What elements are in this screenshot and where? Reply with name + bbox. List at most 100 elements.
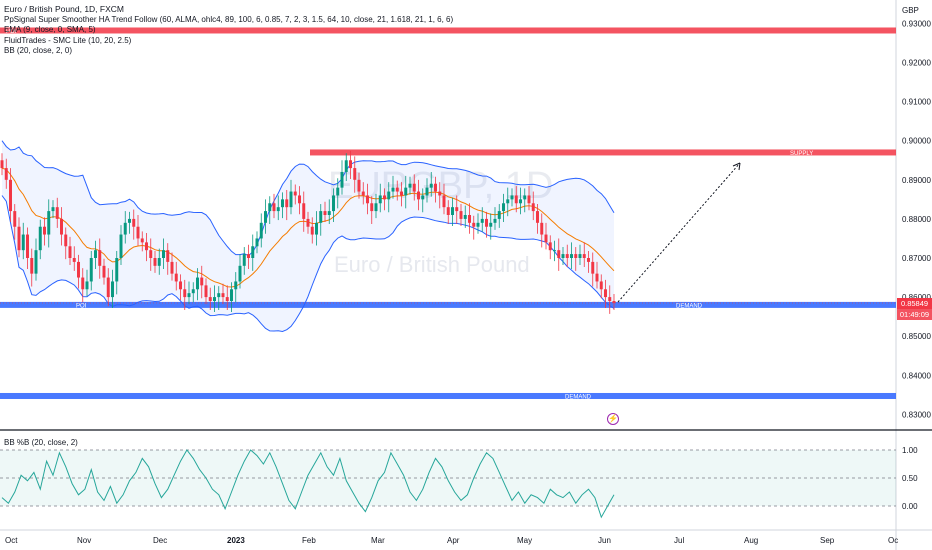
oscillator-title[interactable]: BB %B (20, close, 2)	[4, 438, 78, 447]
candle-body	[383, 195, 386, 200]
candle-body	[366, 195, 369, 204]
watermark-name: Euro / British Pound	[334, 252, 530, 277]
current-price-tag: 0.85849	[897, 298, 932, 309]
candle-body	[140, 238, 144, 243]
candle-body	[429, 183, 433, 188]
candle-body	[476, 222, 480, 227]
candle-body	[115, 258, 119, 282]
candle-body	[191, 289, 195, 294]
candle-body	[221, 293, 225, 298]
price-tick-label: 0.88000	[902, 215, 931, 224]
candle-body	[217, 293, 221, 298]
time-tick-label: Sep	[820, 536, 835, 545]
candle-body	[174, 273, 178, 282]
candle-body	[519, 199, 522, 204]
candle-body	[557, 250, 561, 258]
candle-body	[187, 293, 191, 298]
lower-demand-zone-label: DEMAND	[565, 394, 592, 400]
time-tick-label: Oct	[5, 536, 18, 545]
candle-body	[595, 273, 599, 282]
candle-body	[13, 211, 17, 227]
candle-body	[357, 179, 361, 192]
oscillator-tick-label: 0.50	[902, 474, 918, 483]
indicator-ema[interactable]: EMA (9, close, 0, SMA, 5)	[4, 25, 96, 34]
candle-body	[302, 203, 306, 219]
candle-body	[395, 187, 399, 192]
candle-body	[361, 191, 365, 196]
top-zone-label: POI	[6, 29, 17, 35]
candle-body	[502, 203, 505, 212]
candle-body	[468, 215, 471, 223]
oscillator-tick-label: 0.00	[902, 502, 918, 511]
candle-body	[9, 179, 12, 212]
candle-body	[582, 254, 586, 258]
candle-body	[353, 168, 357, 180]
bollinger-lower-line	[1, 195, 615, 333]
candle-body	[0, 160, 4, 169]
candle-body	[553, 250, 556, 252]
candle-body	[21, 234, 25, 251]
candle-body	[336, 187, 340, 196]
candle-body	[132, 218, 136, 227]
time-tick-label: Aug	[744, 536, 758, 545]
candle-body	[434, 183, 437, 192]
countdown-tag: 01:49:09	[897, 309, 932, 320]
projection-arrow	[617, 162, 741, 303]
candle-body	[145, 242, 148, 251]
candle-body	[157, 258, 161, 266]
candle-body	[242, 254, 246, 266]
candle-body	[489, 222, 493, 227]
candle-body	[506, 199, 510, 204]
price-tick-label: 0.85000	[902, 332, 931, 341]
time-tick-label: Nov	[77, 536, 91, 545]
candle-body	[289, 191, 293, 208]
candle-body	[293, 191, 297, 196]
candle-body	[77, 261, 80, 278]
candle-body	[34, 250, 38, 274]
candle-body	[306, 218, 310, 227]
candle-body	[604, 289, 607, 298]
lightning-icon[interactable]: ⚡	[607, 413, 619, 425]
supply-zone-label: SUPPLY	[790, 151, 813, 157]
candle-body	[404, 187, 408, 196]
candle-body	[332, 195, 335, 212]
candle-body	[497, 211, 501, 219]
candle-body	[370, 203, 374, 212]
candle-body	[259, 222, 263, 239]
candle-body	[64, 234, 68, 247]
candle-body	[170, 261, 174, 274]
candle-body	[72, 258, 76, 262]
candle-body	[102, 265, 106, 278]
time-tick-label: Feb	[302, 536, 316, 545]
symbol-title[interactable]: Euro / British Pound, 1D, FXCM	[4, 4, 124, 14]
candle-body	[480, 218, 484, 223]
bb-percent-b-line	[1, 449, 615, 519]
candle-body	[153, 258, 157, 266]
indicator-bb[interactable]: BB (20, close, 2, 0)	[4, 46, 73, 55]
top-supply-zone	[0, 27, 896, 34]
candle-body	[149, 250, 153, 258]
candle-body	[251, 246, 255, 258]
price-tick-label: 0.91000	[902, 98, 931, 107]
candle-body	[544, 234, 548, 243]
time-tick-label: 2023	[227, 536, 245, 545]
candle-body	[391, 187, 395, 192]
demand-zone	[0, 301, 896, 308]
candle-body	[565, 254, 569, 258]
indicator-fluidtrades[interactable]: FluidTrades - SMC Lite (10, 20, 2.5)	[4, 35, 132, 45]
candle-body	[68, 246, 72, 258]
candle-body	[111, 281, 114, 298]
candle-body	[455, 207, 459, 212]
candle-body	[17, 226, 21, 251]
candle-body	[540, 222, 544, 235]
candle-body	[43, 226, 46, 235]
indicator-ppsignal[interactable]: PpSignal Super Smoother HA Trend Follow …	[4, 14, 454, 24]
candle-body	[179, 281, 182, 290]
candle-body	[527, 195, 531, 204]
candle-body	[451, 207, 454, 215]
candle-body	[85, 281, 89, 290]
candle-body	[421, 195, 425, 200]
price-tick-label: 0.90000	[902, 137, 931, 146]
candle-body	[417, 191, 420, 200]
